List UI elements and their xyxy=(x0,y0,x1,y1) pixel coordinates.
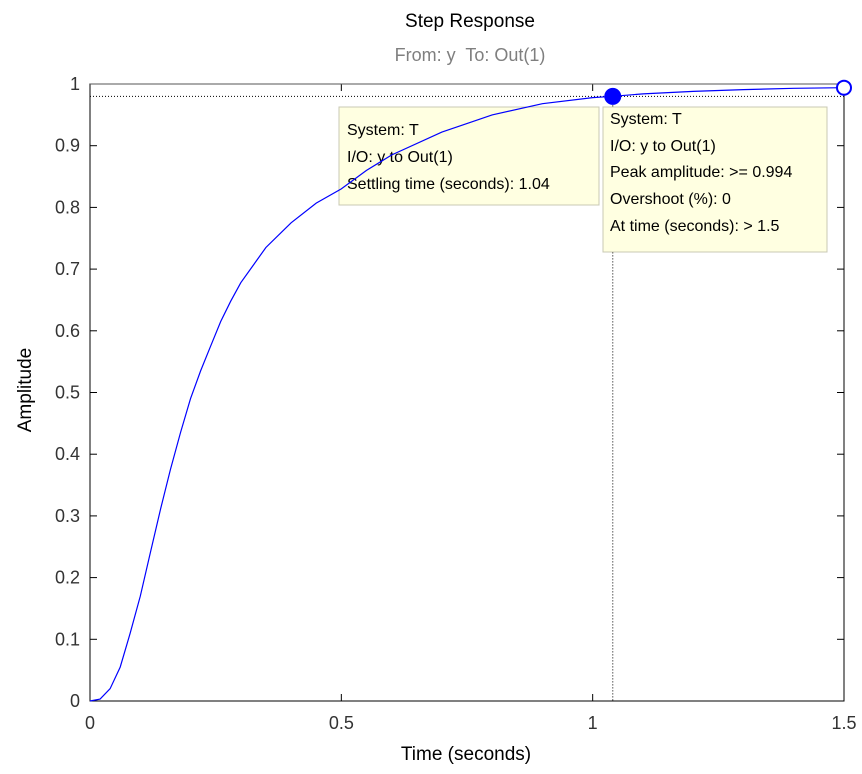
y-axis-label: Amplitude xyxy=(15,348,36,433)
y-tick-label: 0.4 xyxy=(55,444,80,464)
peak-tooltip-line-2: I/O: y to Out(1) xyxy=(610,138,716,155)
settling-time-tooltip: System: T I/O: y to Out(1) Settling time… xyxy=(338,106,600,206)
peak-amplitude-tooltip: System: T I/O: y to Out(1) Peak amplitud… xyxy=(602,106,828,253)
x-tick-label: 1.5 xyxy=(831,713,856,733)
y-tick-label: 0 xyxy=(70,691,80,711)
peak-tooltip-line-4: Overshoot (%): 0 xyxy=(610,191,731,208)
ticks-layer: 0 0.5 1 1.5 0 0.1 0.2 0.3 0.4 0.5 0.6 0.7 0.8 0.9 1 xyxy=(55,74,857,733)
y-tick-label: 0.6 xyxy=(55,321,80,341)
y-tick-label: 0.9 xyxy=(55,136,80,156)
y-tick-label: 0.2 xyxy=(55,568,80,588)
y-tick-label: 0.1 xyxy=(55,629,80,649)
settling-tooltip-line-3: Settling time (seconds): 1.04 xyxy=(347,176,550,193)
peak-tooltip-line-3: Peak amplitude: >= 0.994 xyxy=(610,164,792,181)
x-tick-label: 0 xyxy=(85,713,95,733)
chart-subtitle: From: y To: Out(1) xyxy=(395,45,546,65)
y-tick-label: 1 xyxy=(70,74,80,94)
y-tick-label: 0.8 xyxy=(55,197,80,217)
x-axis-label: Time (seconds) xyxy=(401,744,531,765)
peak-tooltip-line-1: System: T xyxy=(610,111,682,128)
y-tick-label: 0.7 xyxy=(55,259,80,279)
settling-time-marker xyxy=(604,87,622,105)
y-tick-label: 0.5 xyxy=(55,383,80,403)
settling-tooltip-line-2: I/O: y to Out(1) xyxy=(347,149,453,166)
markers-layer xyxy=(604,79,852,105)
peak-tooltip-line-5: At time (seconds): > 1.5 xyxy=(610,218,780,235)
y-tick-label: 0.3 xyxy=(55,506,80,526)
chart-title: Step Response xyxy=(405,11,535,32)
x-tick-label: 0.5 xyxy=(329,713,354,733)
guides-layer xyxy=(90,83,844,701)
peak-amplitude-marker xyxy=(836,79,852,96)
x-tick-label: 1 xyxy=(588,713,598,733)
peak-amplitude-tooltip-box xyxy=(602,106,828,253)
settling-tooltip-line-1: System: T xyxy=(347,122,419,139)
